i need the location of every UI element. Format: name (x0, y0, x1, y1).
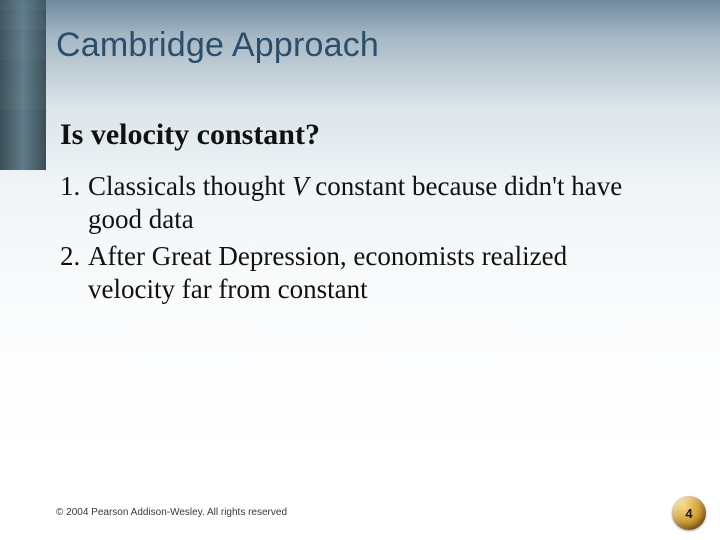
list-text: After Great Depression, economists reali… (88, 240, 660, 306)
slide-title: Cambridge Approach (56, 26, 379, 65)
page-number: 4 (685, 506, 692, 521)
ornament-bar (0, 110, 46, 170)
italic-V: V (292, 171, 309, 201)
list-item: 2. After Great Depression, economists re… (60, 240, 660, 306)
ornament-bar (0, 30, 46, 60)
list-number: 2. (60, 240, 88, 306)
body-list: 1. Classicals thought V constant because… (60, 170, 660, 310)
list-number: 1. (60, 170, 88, 236)
text-run: After Great Depression, economists reali… (88, 241, 567, 304)
page-number-badge: 4 (672, 496, 706, 530)
list-item: 1. Classicals thought V constant because… (60, 170, 660, 236)
slide-subheading: Is velocity constant? (60, 118, 320, 152)
copyright-text: © 2004 Pearson Addison-Wesley. All right… (56, 507, 287, 518)
ornament-bar (0, 0, 46, 10)
left-ornament (0, 0, 46, 170)
text-run: Classicals thought (88, 171, 292, 201)
ornament-bar (0, 10, 46, 30)
list-text: Classicals thought V constant because di… (88, 170, 660, 236)
ornament-bar (0, 60, 46, 110)
